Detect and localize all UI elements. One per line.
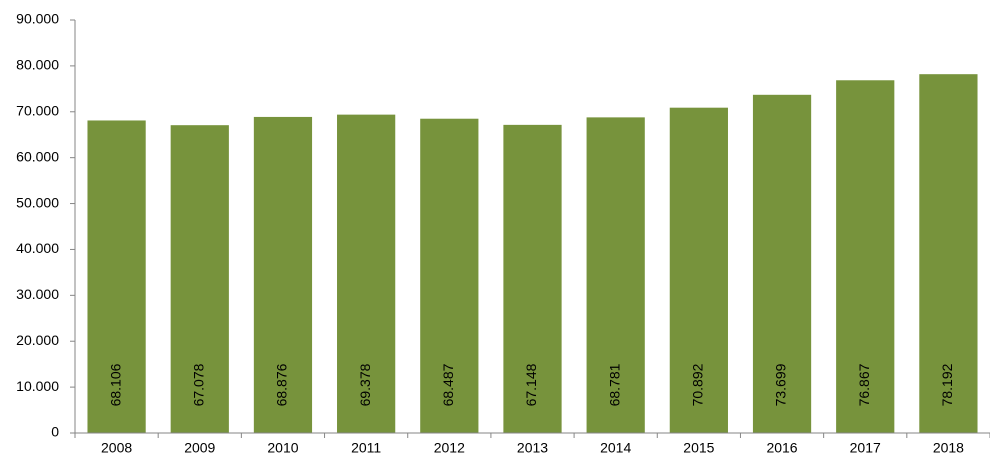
bar	[919, 74, 978, 433]
x-tick-label: 2009	[184, 440, 215, 456]
y-tick-label: 0	[51, 424, 59, 440]
x-tick-label: 2011	[351, 440, 381, 456]
bar	[87, 120, 146, 434]
x-tick-label: 2010	[267, 440, 298, 456]
bar	[420, 118, 479, 433]
bar	[752, 94, 812, 434]
bar	[503, 124, 562, 433]
data-label: 68.876	[274, 363, 290, 406]
y-tick-label: 40.000	[16, 240, 59, 256]
bar	[669, 107, 728, 434]
x-tick-label: 2016	[766, 440, 797, 456]
data-label: 70.892	[690, 363, 706, 406]
y-tick-label: 20.000	[16, 332, 59, 348]
bar	[586, 117, 645, 433]
x-tick-label: 2014	[600, 440, 631, 456]
data-label: 68.781	[606, 363, 622, 406]
data-label: 69.378	[357, 363, 373, 406]
y-tick-label: 70.000	[16, 102, 59, 118]
y-tick-label: 80.000	[16, 57, 59, 73]
data-label: 68.487	[440, 363, 456, 406]
data-label: 68.106	[107, 363, 123, 406]
x-tick-label: 2013	[517, 440, 548, 456]
x-tick-label: 2018	[933, 440, 964, 456]
x-tick-label: 2008	[101, 440, 132, 456]
x-tick-label: 2012	[434, 440, 465, 456]
y-tick-label: 50.000	[16, 194, 59, 210]
y-tick-label: 90.000	[16, 11, 59, 27]
bar	[836, 80, 895, 434]
data-label: 76.867	[856, 363, 872, 406]
x-tick-label: 2017	[850, 440, 881, 456]
bar	[170, 125, 229, 433]
y-tick-label: 60.000	[16, 148, 59, 164]
data-label: 78.192	[939, 363, 955, 406]
y-tick-label: 30.000	[16, 286, 59, 302]
y-tick-label: 10.000	[16, 378, 59, 394]
data-label: 73.699	[773, 363, 789, 406]
data-label: 67.148	[523, 363, 539, 406]
bar	[337, 114, 396, 433]
bar	[253, 116, 313, 433]
x-tick-label: 2015	[683, 440, 714, 456]
data-label: 67.078	[190, 363, 206, 406]
